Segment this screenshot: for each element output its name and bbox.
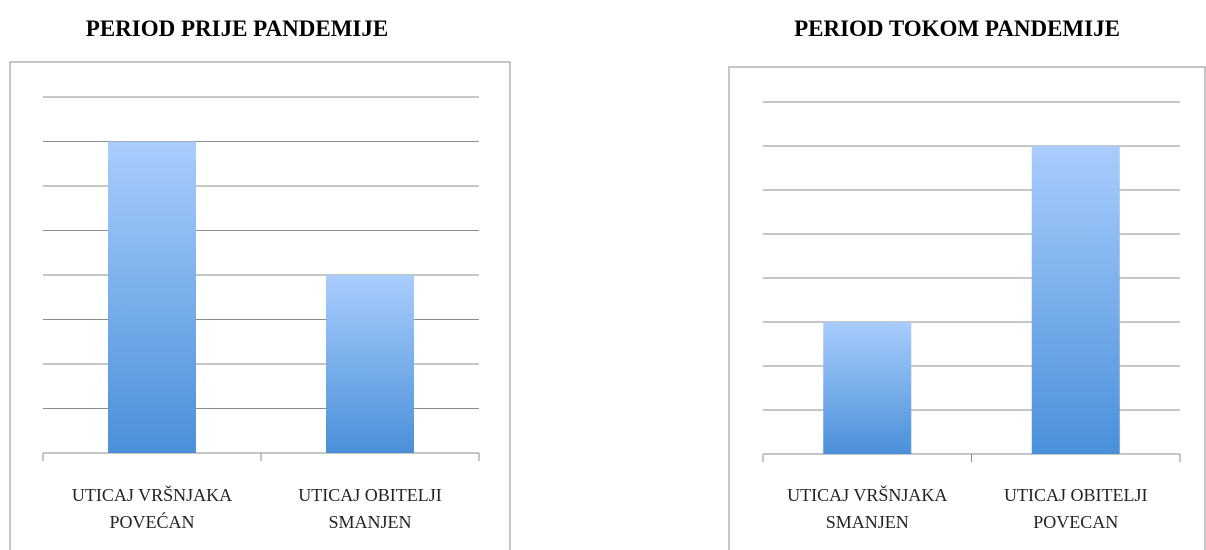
chart-title: PERIOD TOKOM PANDEMIJE xyxy=(794,16,1120,41)
chart-title: PERIOD PRIJE PANDEMIJE xyxy=(86,16,388,41)
label-line: POVECAN xyxy=(1033,512,1118,532)
x-tick-label: UTICAJ VRŠNJAKA POVEĆAN xyxy=(72,484,232,532)
label-line: UTICAJ OBITELJI xyxy=(298,485,441,505)
label-line: UTICAJ VRŠNJAKA xyxy=(72,484,232,505)
label-line: POVEĆAN xyxy=(109,511,194,532)
label-line: UTICAJ VRŠNJAKA xyxy=(787,484,947,505)
label-line: SMANJEN xyxy=(826,512,909,532)
x-tick-label: UTICAJ VRŠNJAKA SMANJEN xyxy=(787,484,947,532)
label-line: UTICAJ OBITELJI xyxy=(1004,485,1147,505)
bar xyxy=(108,141,196,453)
bar xyxy=(326,275,414,453)
chart-frame xyxy=(9,61,511,550)
bar xyxy=(823,322,912,454)
bar xyxy=(1031,146,1120,454)
label-line: SMANJEN xyxy=(328,512,411,532)
chart-frame xyxy=(728,66,1206,550)
x-tick-label: UTICAJ OBITELJI POVECAN xyxy=(1004,485,1147,532)
x-tick-label: UTICAJ OBITELJI SMANJEN xyxy=(298,485,441,532)
